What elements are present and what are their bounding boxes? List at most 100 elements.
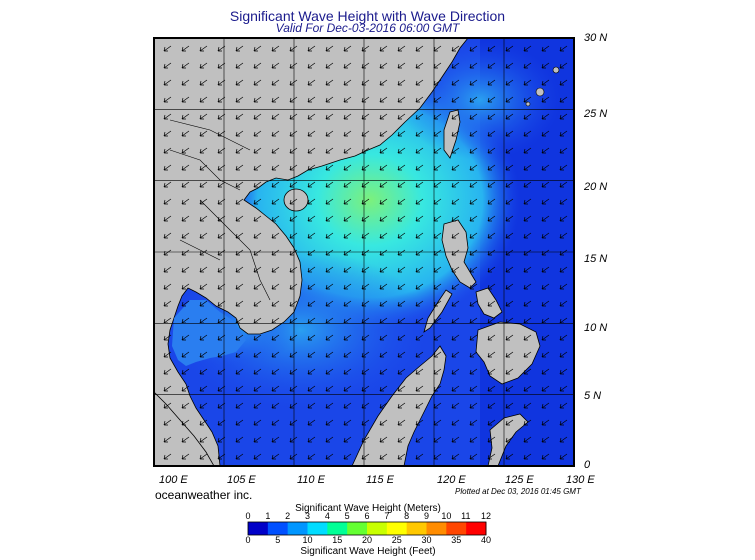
wave-arrow: [163, 147, 172, 154]
wave-arrow: [253, 402, 262, 409]
wave-arrow: [271, 181, 280, 188]
wave-arrow: [325, 283, 334, 290]
wave-arrow: [523, 147, 532, 154]
wave-arrow: [559, 453, 568, 460]
wave-arrow: [415, 334, 424, 341]
wave-arrow: [289, 164, 298, 171]
wave-arrow: [415, 317, 424, 324]
wave-arrow: [469, 249, 478, 256]
wave-arrow: [487, 249, 496, 256]
wave-arrow: [451, 249, 460, 256]
wave-arrow: [523, 181, 532, 188]
wave-arrow: [163, 130, 172, 137]
lat-label: 0: [584, 459, 591, 471]
wave-arrow: [559, 96, 568, 103]
wave-arrow: [487, 283, 496, 290]
wave-arrow: [487, 385, 496, 392]
wave-arrow: [397, 181, 406, 188]
wave-arrow: [559, 45, 568, 52]
wave-arrow: [163, 164, 172, 171]
land-luzon: [441, 219, 477, 289]
wave-arrow: [199, 300, 208, 307]
wave-arrow: [181, 351, 190, 358]
wave-arrow: [541, 351, 550, 358]
lon-label: 130 E: [566, 474, 595, 486]
wave-arrow: [487, 215, 496, 222]
wave-arrow: [397, 385, 406, 392]
wave-arrow: [271, 402, 280, 409]
wave-arrow: [271, 130, 280, 137]
wave-arrow: [451, 45, 460, 52]
wave-arrow: [487, 334, 496, 341]
wave-arrow: [541, 215, 550, 222]
wave-arrow: [397, 249, 406, 256]
wave-arrow: [397, 436, 406, 443]
wave-arrow: [235, 164, 244, 171]
wave-arrow: [451, 130, 460, 137]
wave-arrow: [181, 368, 190, 375]
wave-arrow: [199, 96, 208, 103]
wave-arrow: [199, 62, 208, 69]
wave-arrow: [325, 45, 334, 52]
wave-arrow: [379, 419, 388, 426]
wave-arrow: [325, 351, 334, 358]
wave-arrow: [451, 113, 460, 120]
colorbar-segment: [327, 522, 348, 535]
wave-arrow: [235, 283, 244, 290]
wave-arrow: [523, 130, 532, 137]
wave-arrow: [397, 453, 406, 460]
wave-arrow: [397, 45, 406, 52]
wave-arrow: [289, 351, 298, 358]
wave-arrow: [325, 419, 334, 426]
wave-arrow: [379, 317, 388, 324]
colorbar-feet-tick: 30: [421, 535, 432, 545]
colorbar-feet-tick: 10: [302, 535, 313, 545]
colorbar-segment: [406, 522, 427, 535]
wave-arrow: [199, 419, 208, 426]
wave-arrow: [289, 215, 298, 222]
wave-arrow: [541, 300, 550, 307]
wave-arrow: [487, 164, 496, 171]
wave-arrow: [559, 317, 568, 324]
wave-arrow: [397, 62, 406, 69]
wave-arrow: [415, 62, 424, 69]
wave-arrow: [451, 453, 460, 460]
wave-arrow: [379, 113, 388, 120]
colorbar-segment: [386, 522, 408, 535]
wave-arrow: [343, 113, 352, 120]
wave-arrow: [505, 96, 514, 103]
wave-arrow: [253, 96, 262, 103]
wave-arrow: [541, 96, 550, 103]
wave-arrow: [307, 402, 316, 409]
wave-arrow: [559, 436, 568, 443]
wave-direction-arrows: [163, 45, 568, 460]
wave-arrow: [505, 249, 514, 256]
colorbar-meters-tick: 7: [384, 511, 390, 521]
wave-arrow: [523, 402, 532, 409]
lat-label: 30 N: [584, 32, 608, 44]
wave-arrow: [163, 351, 172, 358]
wave-arrow: [379, 62, 388, 69]
wave-arrow: [253, 453, 262, 460]
lon-label: 125 E: [505, 474, 534, 486]
wave-arrow: [397, 79, 406, 86]
wave-arrow: [271, 249, 280, 256]
wave-arrow: [523, 215, 532, 222]
wave-arrow: [469, 96, 478, 103]
graticule: [154, 38, 574, 466]
wave-arrow: [397, 300, 406, 307]
colorbar-feet-tick: 35: [451, 535, 462, 545]
wave-arrow: [415, 181, 424, 188]
wave-arrow: [505, 181, 514, 188]
wave-arrow: [487, 402, 496, 409]
wave-arrow: [451, 402, 460, 409]
wave-arrow: [505, 300, 514, 307]
wave-arrow: [469, 130, 478, 137]
wave-arrow: [199, 368, 208, 375]
wave-arrow: [163, 419, 172, 426]
wave-arrow: [163, 181, 172, 188]
wave-arrow: [253, 317, 262, 324]
wave-arrow: [163, 215, 172, 222]
colorbar-feet-tick: 40: [481, 535, 492, 545]
wave-arrow: [307, 283, 316, 290]
